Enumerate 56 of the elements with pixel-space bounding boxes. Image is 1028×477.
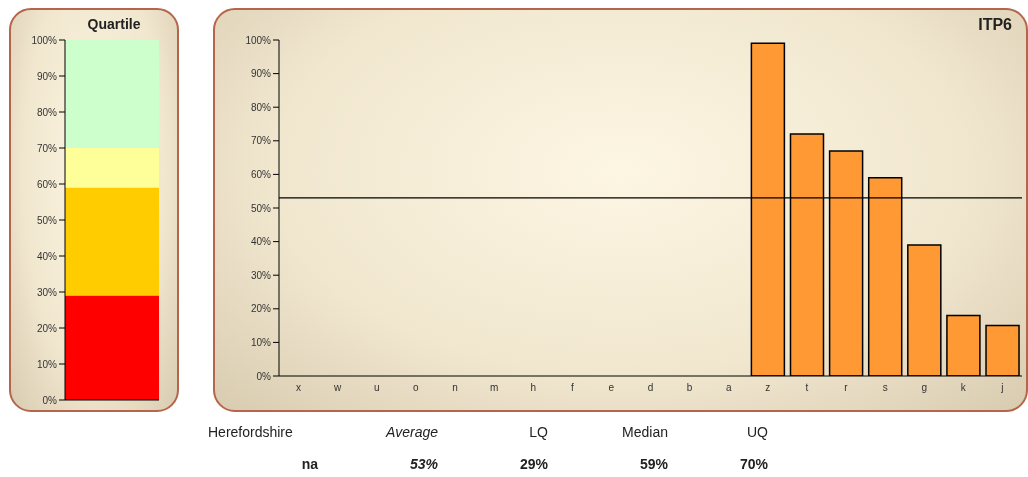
- bar: [65, 187, 159, 296]
- text: Median: [621, 424, 668, 440]
- y-tick-label: 60%: [36, 178, 58, 190]
- text: Herefordshire: [208, 424, 294, 440]
- y-tick-label: 60%: [250, 168, 272, 180]
- x-tick-label: x: [296, 382, 302, 394]
- x-tick-label: h: [530, 382, 536, 394]
- x-tick-label: n: [452, 382, 458, 394]
- x-tick-label: w: [333, 382, 343, 394]
- chart-title: ITP6: [978, 16, 1012, 34]
- x-tick-label: o: [413, 382, 420, 394]
- y-tick-label: 30%: [250, 269, 272, 281]
- y-tick-label: 0%: [42, 394, 58, 406]
- text: 53%: [408, 456, 438, 472]
- y-tick-label: 80%: [250, 101, 272, 113]
- text: na: [300, 456, 318, 472]
- y-tick-label: 90%: [36, 70, 58, 82]
- x-tick-label: t: [805, 382, 809, 394]
- y-tick-label: 10%: [250, 336, 272, 348]
- x-tick-label: e: [608, 382, 615, 394]
- y-tick-label: 50%: [36, 214, 58, 226]
- x-tick-label: g: [921, 382, 928, 394]
- bar: [65, 40, 159, 148]
- y-tick-label: 20%: [250, 303, 272, 315]
- y-tick-label: 40%: [36, 250, 58, 262]
- y-tick-label: 100%: [31, 34, 58, 46]
- y-tick-label: 10%: [36, 358, 58, 370]
- text: Average: [384, 424, 438, 440]
- text: LQ: [528, 424, 548, 440]
- y-tick-label: 20%: [36, 322, 58, 334]
- y-tick-label: 80%: [36, 106, 58, 118]
- x-tick-label: a: [725, 382, 732, 394]
- text: 59%: [638, 456, 668, 472]
- text: 29%: [518, 456, 548, 472]
- x-tick-label: k: [960, 382, 967, 394]
- y-tick-label: 90%: [250, 68, 272, 80]
- y-tick-label: 0%: [256, 370, 272, 382]
- x-tick-label: b: [686, 382, 693, 394]
- y-tick-label: 40%: [250, 236, 272, 248]
- x-tick-label: z: [765, 382, 771, 394]
- y-tick-label: 30%: [36, 286, 58, 298]
- y-tick-label: 70%: [250, 135, 272, 147]
- x-tick-label: s: [882, 382, 888, 394]
- x-tick-label: d: [647, 382, 654, 394]
- text: 70%: [738, 456, 768, 472]
- y-tick-label: 70%: [36, 142, 58, 154]
- x-tick-label: j: [1000, 382, 1004, 394]
- y-tick-label: 50%: [250, 202, 272, 214]
- x-tick-label: u: [373, 382, 380, 394]
- y-tick-label: 100%: [245, 34, 272, 46]
- text: UQ: [746, 424, 768, 440]
- x-tick-label: r: [844, 382, 849, 394]
- chart-title: Quartile: [86, 16, 142, 32]
- bar: [65, 148, 159, 188]
- x-tick-label: m: [489, 382, 499, 394]
- x-tick-label: f: [570, 382, 574, 394]
